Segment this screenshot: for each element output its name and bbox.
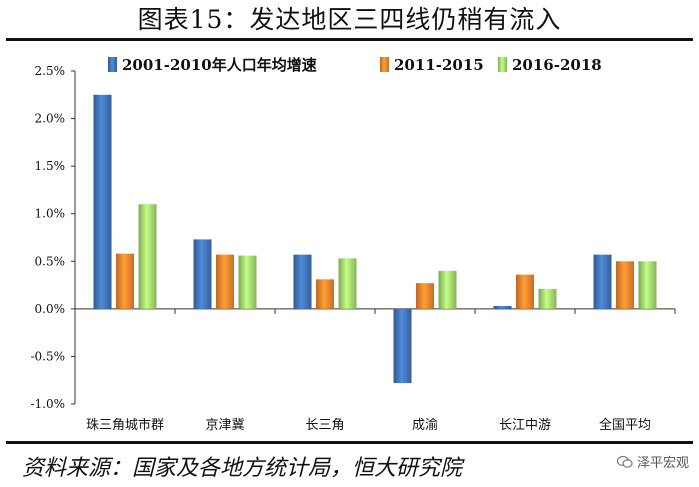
source-note: 资料来源：国家及各地方统计局，恒大研究院 xyxy=(22,456,463,481)
bar-0-3 xyxy=(393,308,412,384)
bar-1-4 xyxy=(516,274,534,309)
chart-title: 图表15：发达地区三四线仍稍有流入 xyxy=(137,5,562,34)
bar-1-5 xyxy=(616,261,634,309)
bar-2-4 xyxy=(538,288,557,309)
bar-1-3 xyxy=(416,283,434,309)
y-tick-label: 1.0% xyxy=(35,207,66,221)
y-tick-label: 2.5% xyxy=(35,64,66,78)
bar-1-1 xyxy=(216,254,234,309)
watermark-text: 泽平宏观 xyxy=(636,456,689,471)
category-label: 全国平均 xyxy=(599,417,651,433)
bar-chart: 2001-2010年人口年均增速 2011-2015 2016-2018 2.5%2… xyxy=(30,56,676,433)
legend-swatch xyxy=(498,57,507,72)
bar-1-0 xyxy=(116,253,134,309)
bar-1-2 xyxy=(316,279,334,309)
bar-0-1 xyxy=(193,239,212,309)
bar-2-0 xyxy=(138,204,157,309)
legend-label: 2011-2015 xyxy=(394,56,484,74)
bar-2-2 xyxy=(338,258,357,309)
bottom-rule xyxy=(6,441,693,444)
y-tick-label: 2.0% xyxy=(35,112,66,126)
legend-swatch xyxy=(380,57,389,72)
bar-2-1 xyxy=(238,255,257,309)
bars xyxy=(93,94,657,384)
y-tick-label: -1.0% xyxy=(30,397,65,411)
bar-0-2 xyxy=(293,254,312,309)
y-tick-label: 0.0% xyxy=(35,302,66,316)
y-tick-label: -0.5% xyxy=(30,349,65,363)
category-label: 珠三角城市群 xyxy=(86,417,164,433)
bar-0-5 xyxy=(593,254,612,309)
axes: 2.5% 2.0% 1.5% 1.0% 0.5% 0.0% -0.5% -1.0% 珠三角城市群… xyxy=(30,64,676,433)
top-rule xyxy=(6,38,693,41)
legend: 2001-2010年人口年均增速 2011-2015 2016-2018 xyxy=(108,56,602,74)
y-tick-label: 0.5% xyxy=(35,254,66,268)
category-label: 成渝 xyxy=(412,417,438,433)
bar-0-4 xyxy=(493,306,512,309)
category-label: 京津冀 xyxy=(205,417,244,433)
legend-label: 2001-2010年人口年均增速 xyxy=(122,56,317,74)
wechat-icon xyxy=(616,455,633,468)
bar-0-0 xyxy=(93,94,112,309)
legend-swatch xyxy=(108,57,117,72)
category-label: 长江中游 xyxy=(499,418,551,433)
category-label: 长三角 xyxy=(305,418,344,433)
y-tick-label: 1.5% xyxy=(35,159,66,173)
bar-2-5 xyxy=(638,261,657,309)
watermark: 泽平宏观 xyxy=(616,452,689,471)
legend-label: 2016-2018 xyxy=(512,56,602,74)
bar-2-3 xyxy=(438,270,457,309)
